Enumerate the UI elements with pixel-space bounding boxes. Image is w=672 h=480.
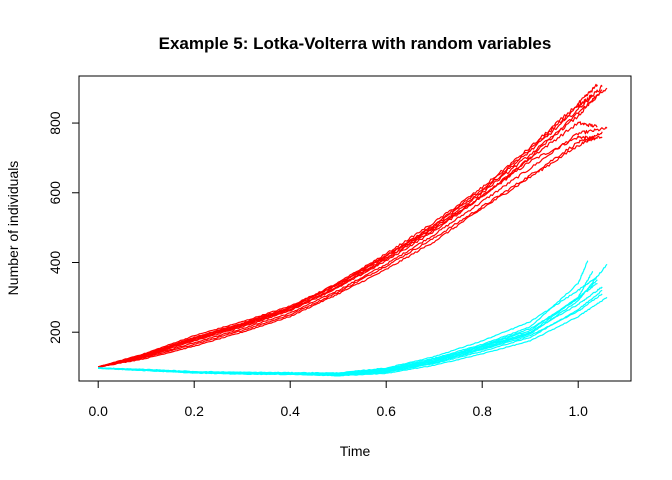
y-tick-label: 800 <box>47 111 63 135</box>
red-series-line-10 <box>97 94 594 368</box>
x-tick-label: 0.2 <box>184 403 204 419</box>
red-series-line-3 <box>98 135 603 368</box>
red-series-line-2 <box>98 126 608 368</box>
red-series-line-9 <box>98 89 603 368</box>
x-tick-label: 0.4 <box>280 403 300 419</box>
red-series-line-7 <box>98 84 603 368</box>
y-tick-label: 600 <box>47 181 63 205</box>
series-layer <box>97 83 608 377</box>
x-tick-label: 0.8 <box>472 403 492 419</box>
cyan-series-line-15 <box>98 296 608 377</box>
x-tick-label: 0.6 <box>376 403 396 419</box>
cyan-series-line-16 <box>98 275 598 374</box>
x-axis-label: Time <box>340 443 371 459</box>
y-tick-label: 400 <box>47 251 63 275</box>
x-tick-label: 1.0 <box>568 403 588 419</box>
y-axis: 200 400 600 800 <box>47 111 80 344</box>
plot-frame <box>78 75 632 382</box>
red-series-line-6 <box>97 87 608 368</box>
y-axis-label: Number of individuals <box>5 161 21 296</box>
cyan-series-line-13 <box>98 282 598 375</box>
red-series-line-1 <box>98 135 598 368</box>
cyan-series-line-11 <box>98 260 589 375</box>
x-axis: 0.0 0.2 0.4 0.6 0.8 1.0 <box>88 380 588 419</box>
cyan-series-line-20 <box>98 279 598 375</box>
x-tick-label: 0.0 <box>88 403 108 419</box>
chart-title: Example 5: Lotka-Volterra with random va… <box>159 34 552 53</box>
cyan-series-line-12 <box>98 263 608 376</box>
cyan-series-line-17 <box>98 286 603 375</box>
red-series-line-5 <box>98 131 603 368</box>
y-tick-label: 200 <box>47 320 63 344</box>
